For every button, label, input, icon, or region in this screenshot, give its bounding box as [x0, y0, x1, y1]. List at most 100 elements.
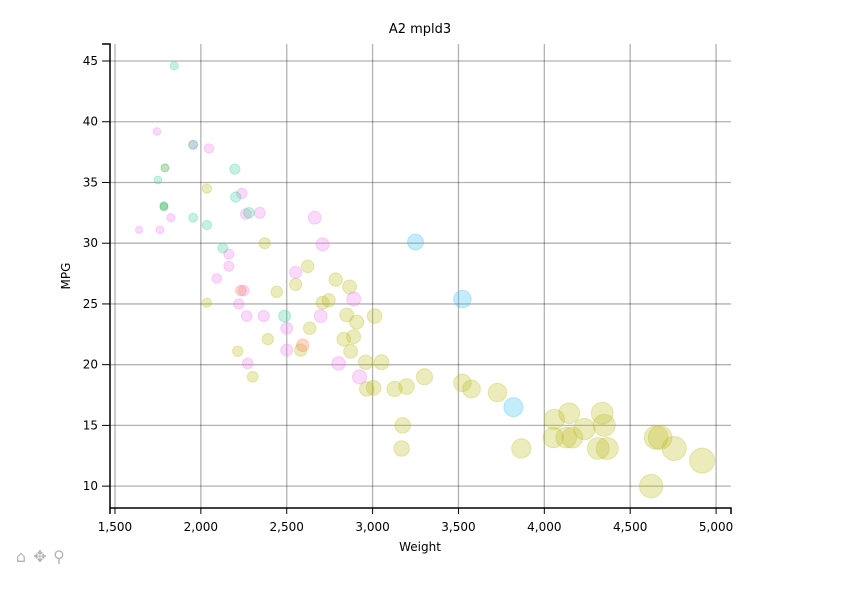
data-point: [555, 426, 578, 449]
data-point: [346, 329, 362, 345]
data-point: [595, 436, 619, 461]
data-point: [373, 354, 390, 371]
data-point: [558, 402, 581, 425]
data-point: [343, 343, 359, 359]
data-point: [302, 321, 317, 336]
data-point: [321, 293, 336, 308]
data-point: [235, 187, 248, 200]
y-tick-label: 35: [83, 175, 98, 189]
data-point: [188, 212, 199, 223]
data-point: [349, 314, 365, 330]
x-tick-label: 2,000: [184, 520, 218, 534]
data-point: [240, 310, 253, 322]
y-tick-label: 30: [83, 236, 98, 250]
data-point: [217, 242, 229, 254]
data-point: [336, 331, 352, 347]
data-point: [223, 248, 235, 260]
data-point: [561, 426, 584, 449]
data-point: [295, 338, 310, 352]
y-axis-label: MPG: [59, 263, 73, 290]
data-point: [232, 345, 244, 357]
toolbar: ⌂ ✥ ⚲: [12, 548, 68, 566]
data-point: [573, 417, 596, 441]
data-point: [351, 369, 368, 385]
data-point: [155, 225, 165, 235]
data-point: [366, 308, 383, 324]
data-point: [592, 413, 616, 437]
data-point: [258, 237, 271, 250]
x-tick-label: 3,500: [441, 520, 475, 534]
data-point: [230, 191, 242, 203]
x-axis-label: Weight: [399, 540, 441, 554]
data-point: [134, 225, 144, 234]
data-point: [487, 382, 508, 403]
x-tick-label: 1,500: [98, 520, 132, 534]
data-point: [229, 163, 241, 175]
data-point: [393, 440, 410, 457]
data-point: [307, 210, 322, 225]
data-point: [293, 343, 308, 357]
x-axis-line: [109, 507, 732, 514]
data-point: [542, 426, 564, 449]
data-point: [289, 265, 303, 279]
data-point: [415, 368, 434, 386]
data-point: [257, 309, 270, 323]
data-point: [188, 139, 199, 150]
data-point: [233, 298, 245, 310]
data-point: [543, 408, 565, 431]
data-point: [358, 354, 374, 370]
axes: 1,500 2,000 2,500 3,000 3,500 4,000 4,500 5,000…: [83, 43, 733, 534]
data-point: [398, 378, 415, 395]
y-tick-label: 25: [83, 297, 98, 311]
data-point: [278, 309, 292, 323]
data-point: [159, 202, 169, 212]
data-point: [270, 285, 284, 299]
data-point: [235, 284, 247, 297]
data-point: [280, 343, 294, 357]
home-icon[interactable]: ⌂: [15, 547, 27, 566]
data-point: [153, 175, 163, 185]
data-point: [407, 233, 425, 251]
data-point: [313, 309, 328, 324]
y-tick-label: 40: [83, 115, 98, 129]
data-point: [453, 289, 472, 309]
data-point: [243, 206, 255, 219]
data-point: [689, 447, 716, 474]
data-point: [394, 417, 411, 434]
data-point: [315, 295, 330, 310]
zoom-icon[interactable]: ⚲: [53, 547, 65, 566]
data-point: [365, 379, 382, 396]
data-point: [246, 370, 259, 383]
data-point: [661, 435, 687, 462]
data-point: [346, 291, 362, 307]
grid: [110, 44, 731, 508]
x-tick-label: 4,000: [527, 520, 561, 534]
x-tick-label: 3,000: [355, 520, 389, 534]
data-point: [462, 379, 481, 399]
data-point: [169, 61, 179, 71]
move-icon[interactable]: ✥: [33, 547, 47, 566]
data-point: [386, 380, 403, 398]
data-point: [328, 272, 343, 287]
data-point: [503, 397, 524, 418]
data-point: [201, 219, 213, 231]
y-tick-label: 10: [83, 479, 98, 493]
data-point: [638, 473, 664, 499]
y-tick-label: 15: [83, 418, 98, 432]
data-point: [253, 206, 266, 219]
data-point: [359, 381, 375, 397]
chart-title: A2 mpld3: [389, 22, 451, 37]
data-point: [643, 425, 669, 450]
x-tick-label: 4,500: [613, 520, 647, 534]
data-point: [331, 356, 346, 371]
data-point: [211, 273, 223, 284]
data-point: [201, 183, 213, 194]
data-point: [453, 373, 472, 393]
data-point: [339, 307, 355, 323]
data-point: [203, 143, 215, 154]
y-axis-line: [102, 43, 111, 508]
data-point: [315, 237, 330, 252]
x-tick-label: 2,500: [270, 520, 304, 534]
data-point: [647, 425, 673, 450]
